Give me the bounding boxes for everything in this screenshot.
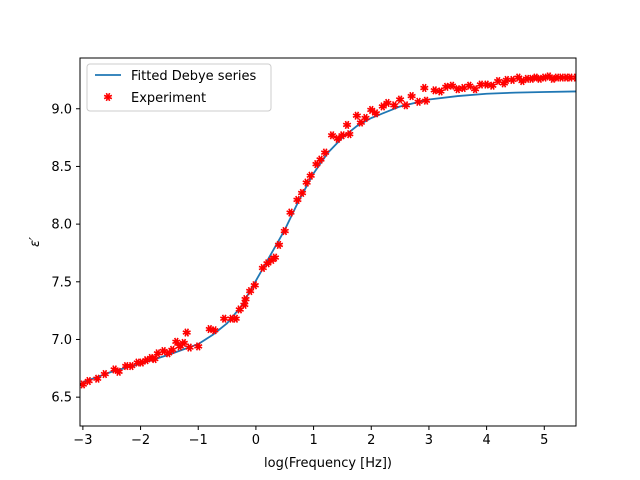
x-tick-label: −1 [189, 433, 208, 448]
series-line-fitted-debye [82, 90, 576, 384]
experiment-point [286, 208, 295, 217]
experiment-point [420, 83, 429, 93]
experiment-point [306, 171, 315, 180]
experiment-point [401, 101, 411, 110]
experiment-point [316, 155, 325, 164]
experiment-point [179, 338, 189, 348]
x-tick-label: −2 [131, 433, 150, 448]
experiment-point [447, 81, 457, 90]
experiment-point [297, 188, 307, 198]
experiment-point [361, 113, 370, 123]
y-tick-label: 7.0 [51, 333, 72, 348]
experiment-point [488, 81, 497, 90]
x-tick-label: 2 [367, 433, 375, 448]
experiment-point [407, 91, 416, 101]
y-axis-label: ε′ [28, 237, 43, 247]
experiment-point [367, 105, 376, 115]
experiment-point [194, 342, 203, 351]
experiment-point [470, 84, 480, 94]
x-tick-label: −3 [73, 433, 92, 448]
experiment-point [84, 376, 93, 386]
legend-marker [103, 92, 113, 102]
experiment-point [231, 314, 240, 323]
experiment-point [459, 83, 468, 93]
experiment-point [293, 195, 302, 205]
y-tick-label: 9.0 [51, 102, 72, 117]
legend: Fitted Debye series Experiment [86, 63, 272, 112]
experiment-point [383, 98, 392, 108]
experiment-point [465, 81, 474, 90]
experiment-point [352, 111, 362, 120]
plot-frame [79, 57, 577, 427]
y-axis: 6.5 7.0 7.5 8.0 8.5 9.0 [51, 102, 80, 406]
experiment-point [333, 134, 342, 143]
series-layer [80, 72, 576, 389]
experiment-point [280, 226, 289, 236]
experiment-point [270, 253, 280, 262]
y-tick-label: 8.0 [51, 218, 72, 233]
x-axis: −3 −2 −1 0 1 2 3 4 5 [73, 426, 548, 448]
experiment-point [241, 294, 250, 304]
experiment-point [127, 361, 136, 371]
experiment-point [395, 95, 405, 104]
legend-frame [86, 63, 272, 112]
experiment-point [436, 87, 445, 96]
experiment-point [338, 131, 347, 140]
experiment-point [100, 369, 109, 379]
experiment-point [245, 286, 255, 296]
experiment-point [342, 120, 352, 130]
experiment-point [114, 367, 123, 376]
plot-area [80, 58, 576, 426]
experiment-point [371, 109, 381, 118]
x-axis-label: log(Frequency [Hz]) [264, 456, 392, 471]
experiment-point [210, 326, 219, 335]
experiment-point [185, 343, 194, 352]
experiment-point [327, 131, 337, 140]
experiment-point [414, 97, 423, 107]
experiment-point [258, 263, 268, 273]
experiment-point [250, 281, 259, 290]
experiment-point [302, 178, 311, 187]
x-tick-label: 3 [425, 433, 433, 448]
legend-swatch-experiment-marker [103, 92, 113, 102]
experiment-point [168, 345, 177, 355]
experiment-point [453, 84, 462, 94]
experiment-point [390, 101, 399, 110]
y-tick-label: 6.5 [51, 391, 72, 406]
legend-label-experiment: Experiment [131, 91, 206, 106]
x-tick-label: 1 [309, 433, 317, 448]
x-tick-label: 0 [252, 433, 260, 448]
experiment-point [345, 129, 354, 139]
experiment-point [421, 96, 431, 105]
x-tick-label: 4 [482, 433, 490, 448]
experiment-point [571, 73, 576, 82]
y-tick-label: 8.5 [51, 160, 72, 175]
x-tick-label: 5 [540, 433, 548, 448]
experiment-point [544, 72, 554, 81]
experiment-point [430, 86, 439, 95]
experiment-point [320, 148, 330, 157]
experiment-point [182, 328, 191, 337]
experiment-point [150, 354, 159, 364]
legend-label-fitted: Fitted Debye series [131, 69, 257, 84]
experiment-point [274, 240, 284, 250]
experiment-point [93, 374, 102, 383]
experiment-point [205, 324, 214, 334]
experiment-point [442, 82, 451, 92]
experiment-point [219, 314, 229, 323]
y-tick-label: 7.5 [51, 275, 72, 290]
experiment-point [240, 300, 249, 310]
experiment-point [482, 80, 491, 89]
